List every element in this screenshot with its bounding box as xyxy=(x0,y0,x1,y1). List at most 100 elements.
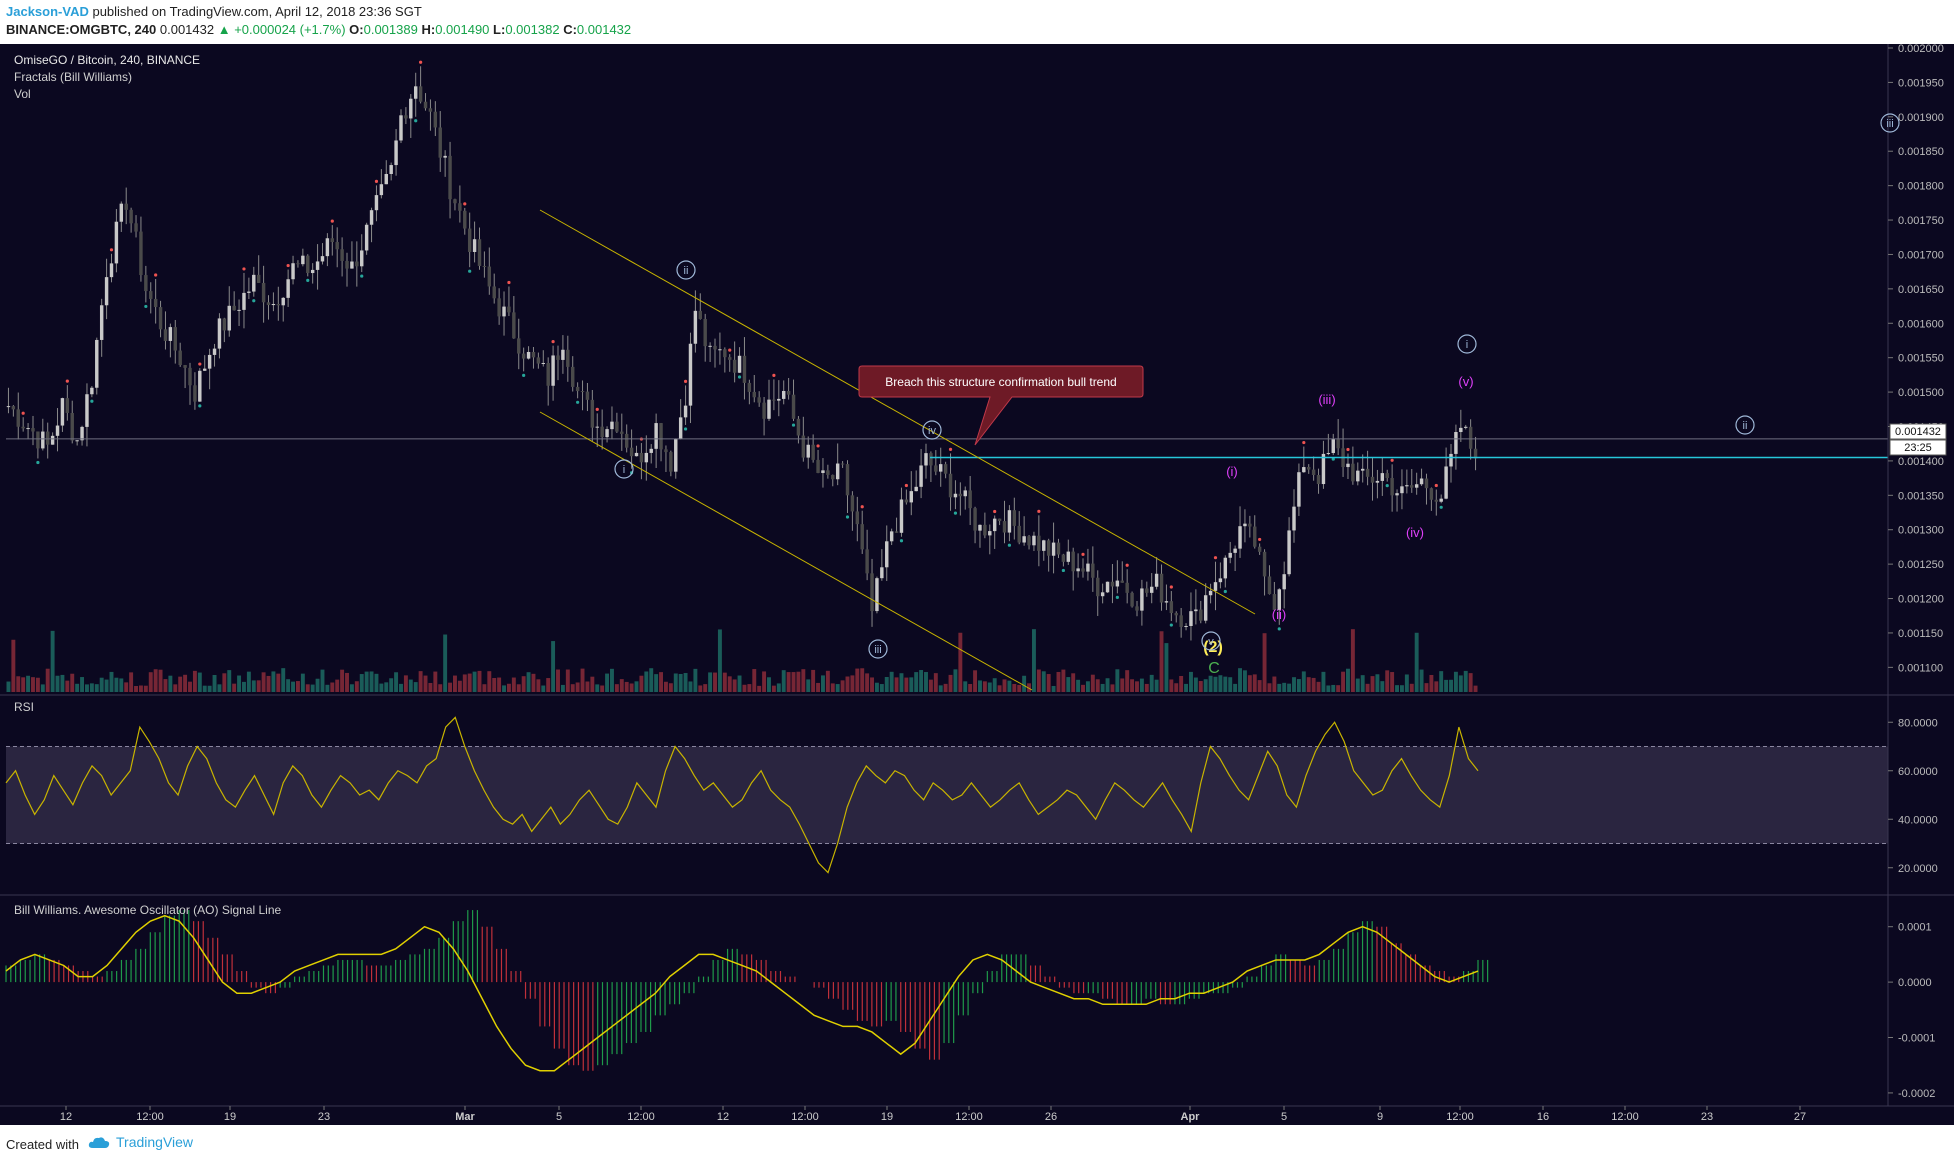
volume-bar xyxy=(879,684,884,692)
fractal-down-marker xyxy=(791,423,796,427)
volume-bar xyxy=(1316,681,1321,692)
candle-body xyxy=(551,355,555,386)
candle-body xyxy=(90,387,94,395)
volume-bar xyxy=(703,684,708,692)
fractal-down-marker xyxy=(845,515,850,519)
candle-body xyxy=(374,195,379,211)
time-tick-label: 23 xyxy=(1701,1111,1713,1123)
candle-body xyxy=(688,343,693,406)
volume-bar xyxy=(266,675,271,692)
wave-label: (v) xyxy=(1458,374,1473,389)
volume-bar xyxy=(1439,671,1444,692)
volume-bar xyxy=(948,674,953,692)
candle-body xyxy=(207,354,212,369)
legend-rsi: RSI xyxy=(14,700,34,714)
candle-body xyxy=(1184,626,1188,628)
volume-bar xyxy=(487,671,492,692)
fractal-down-marker xyxy=(953,511,958,515)
candle-body xyxy=(364,224,369,251)
candle-body xyxy=(983,524,987,536)
volume-bar xyxy=(830,683,835,692)
time-tick-label: 23 xyxy=(318,1111,330,1123)
volume-bar xyxy=(50,630,55,692)
volume-bar xyxy=(610,668,614,692)
candle-body xyxy=(757,397,761,403)
volume-bar xyxy=(428,682,433,692)
wave-label: iii xyxy=(1886,118,1893,130)
candle-body xyxy=(60,398,65,426)
candle-body xyxy=(835,463,840,480)
time-tick-label: 26 xyxy=(1045,1111,1057,1123)
price-tick-label: 0.001850 xyxy=(1898,146,1944,158)
volume-bar xyxy=(1380,681,1385,692)
fractal-up-marker xyxy=(860,505,864,509)
rsi-pane[interactable] xyxy=(5,716,1888,874)
candle-body xyxy=(1326,453,1331,455)
chart-canvas[interactable]: 0.001100 0.001150 0.001200 0.001250 0.001300… xyxy=(0,44,1954,1125)
candle-body xyxy=(973,508,977,531)
volume-bar xyxy=(1434,681,1439,692)
volume-bar xyxy=(1292,677,1296,692)
wave-label: (i) xyxy=(1226,464,1238,479)
candle-body xyxy=(301,255,305,265)
candle-body xyxy=(119,203,124,222)
fractal-down-marker xyxy=(1385,484,1389,488)
fractal-down-marker xyxy=(899,539,904,543)
volume-bar xyxy=(1228,677,1233,692)
candle-body xyxy=(737,355,742,373)
candle-body xyxy=(1051,542,1056,556)
candle-body xyxy=(1444,466,1448,499)
candle-body xyxy=(507,306,511,313)
candle-body xyxy=(953,493,958,498)
price-tick-label: 0.001800 xyxy=(1898,181,1944,193)
candle-body xyxy=(1066,551,1071,562)
rsi-tick-label: 20.0000 xyxy=(1898,863,1938,875)
ao-pane[interactable] xyxy=(5,910,1489,1072)
volume-bar xyxy=(1453,671,1458,692)
candle-body xyxy=(31,428,35,432)
fractal-down-marker xyxy=(1061,568,1065,573)
candle-body xyxy=(517,338,521,354)
candle-body xyxy=(291,263,295,280)
fractal-up-marker xyxy=(242,267,246,271)
candle-body xyxy=(487,266,492,287)
candle-body xyxy=(1316,475,1321,485)
volume-bar xyxy=(987,682,992,692)
volume-bar xyxy=(80,677,85,692)
volume-bar xyxy=(281,668,286,692)
axes: 0.001100 0.001150 0.001200 0.001250 0.001300… xyxy=(0,44,1954,1123)
candle-body xyxy=(860,524,864,550)
volume-bar xyxy=(1115,669,1120,692)
volume-bar xyxy=(114,677,119,692)
candle-body xyxy=(50,435,55,445)
price-pane[interactable] xyxy=(6,60,1888,692)
volume-bar xyxy=(982,681,987,692)
volume-bar xyxy=(1198,681,1203,692)
volume-bar xyxy=(345,672,349,692)
volume-bar xyxy=(752,669,757,692)
fractal-up-marker xyxy=(1434,483,1438,488)
volume-bar xyxy=(904,677,909,692)
volume-bar xyxy=(1463,670,1468,692)
volume-bar xyxy=(448,682,453,692)
fractal-down-marker xyxy=(36,460,40,465)
candle-body xyxy=(1346,463,1350,468)
volume-bar xyxy=(1036,669,1041,692)
candle-body xyxy=(65,398,70,413)
rsi-tick-label: 60.0000 xyxy=(1898,766,1938,778)
candle-body xyxy=(909,491,913,503)
volume-bar xyxy=(1282,682,1287,692)
volume-bar xyxy=(762,671,767,692)
volume-bar xyxy=(850,675,855,692)
volume-bar xyxy=(899,673,904,692)
volume-bar xyxy=(1409,683,1414,692)
fractal-up-marker xyxy=(286,263,290,268)
candle-body xyxy=(168,327,173,341)
tradingview-brand-link[interactable]: TradingView xyxy=(88,1134,193,1150)
candle-body xyxy=(899,499,904,533)
candle-body xyxy=(193,385,197,402)
candle-body xyxy=(1189,611,1193,627)
author-link[interactable]: Jackson-VAD xyxy=(6,4,89,19)
candle-body xyxy=(963,490,967,497)
volume-bar xyxy=(408,679,413,692)
